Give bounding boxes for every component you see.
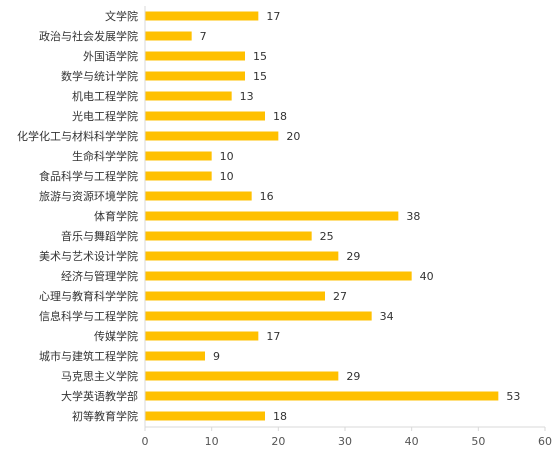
category-label: 信息科学与工程学院 bbox=[39, 309, 138, 323]
bar bbox=[145, 271, 412, 281]
bar bbox=[145, 291, 325, 301]
bar bbox=[145, 131, 279, 141]
category-label: 旅游与资源环境学院 bbox=[39, 189, 138, 203]
x-tick-label: 50 bbox=[471, 435, 485, 448]
bar bbox=[145, 111, 265, 121]
value-label: 10 bbox=[220, 170, 234, 183]
bar bbox=[145, 171, 212, 181]
bar bbox=[145, 71, 245, 81]
category-label: 大学英语教学部 bbox=[61, 389, 138, 403]
x-tick-label: 10 bbox=[205, 435, 219, 448]
value-label: 15 bbox=[253, 50, 267, 63]
value-label: 10 bbox=[220, 150, 234, 163]
x-axis-ticks: 0 10 20 30 40 50 60 bbox=[142, 427, 552, 448]
bar bbox=[145, 351, 205, 361]
category-labels: 文学院政治与社会发展学院外国语学院数学与统计学院机电工程学院光电工程学院化学化工… bbox=[17, 9, 138, 423]
bar bbox=[145, 371, 339, 381]
x-tick-label: 40 bbox=[405, 435, 419, 448]
bar bbox=[145, 311, 372, 321]
value-label: 25 bbox=[320, 230, 334, 243]
category-label: 体育学院 bbox=[94, 209, 138, 223]
value-label: 16 bbox=[260, 190, 274, 203]
value-label: 38 bbox=[406, 210, 420, 223]
bar bbox=[145, 411, 265, 421]
bar bbox=[145, 331, 259, 341]
value-labels: 17 7 15 15 13 18 20 10 10 16 38 25 29 40 27 34 17 9 29 53 18 bbox=[200, 10, 521, 423]
x-tick-label: 20 bbox=[271, 435, 285, 448]
category-label: 美术与艺术设计学院 bbox=[39, 249, 138, 263]
bar bbox=[145, 191, 252, 201]
bar bbox=[145, 391, 499, 401]
value-label: 29 bbox=[346, 250, 360, 263]
category-label: 传媒学院 bbox=[94, 329, 138, 343]
bar bbox=[145, 251, 339, 261]
value-label: 34 bbox=[380, 310, 394, 323]
category-label: 光电工程学院 bbox=[72, 109, 138, 123]
value-label: 17 bbox=[266, 330, 280, 343]
bar bbox=[145, 31, 192, 41]
x-tick-label: 60 bbox=[538, 435, 552, 448]
category-label: 食品科学与工程学院 bbox=[39, 169, 138, 183]
category-label: 机电工程学院 bbox=[72, 89, 138, 103]
value-label: 40 bbox=[420, 270, 434, 283]
value-label: 15 bbox=[253, 70, 267, 83]
category-label: 文学院 bbox=[105, 9, 138, 23]
bar bbox=[145, 51, 245, 61]
bars-group bbox=[145, 11, 499, 421]
value-label: 9 bbox=[213, 350, 220, 363]
value-label: 27 bbox=[333, 290, 347, 303]
category-label: 音乐与舞蹈学院 bbox=[61, 229, 138, 243]
category-label: 外国语学院 bbox=[83, 49, 138, 63]
category-label: 政治与社会发展学院 bbox=[39, 29, 138, 43]
category-label: 化学化工与材料科学学院 bbox=[17, 129, 138, 143]
bar bbox=[145, 11, 259, 21]
value-label: 18 bbox=[273, 110, 287, 123]
category-label: 生命科学学院 bbox=[72, 149, 138, 163]
bar bbox=[145, 91, 232, 101]
value-label: 20 bbox=[286, 130, 300, 143]
category-label: 城市与建筑工程学院 bbox=[39, 349, 138, 363]
value-label: 53 bbox=[506, 390, 520, 403]
x-tick-label: 30 bbox=[338, 435, 352, 448]
category-label: 数学与统计学院 bbox=[61, 69, 138, 83]
value-label: 18 bbox=[273, 410, 287, 423]
value-label: 17 bbox=[266, 10, 280, 23]
category-label: 马克思主义学院 bbox=[61, 369, 138, 383]
value-label: 13 bbox=[240, 90, 254, 103]
category-label: 心理与教育科学学院 bbox=[39, 289, 138, 303]
bar bbox=[145, 231, 312, 241]
bar bbox=[145, 211, 399, 221]
category-label: 经济与管理学院 bbox=[61, 269, 138, 283]
value-label: 7 bbox=[200, 30, 207, 43]
category-label: 初等教育学院 bbox=[72, 409, 138, 423]
x-tick-label: 0 bbox=[142, 435, 149, 448]
bar bbox=[145, 151, 212, 161]
value-label: 29 bbox=[346, 370, 360, 383]
